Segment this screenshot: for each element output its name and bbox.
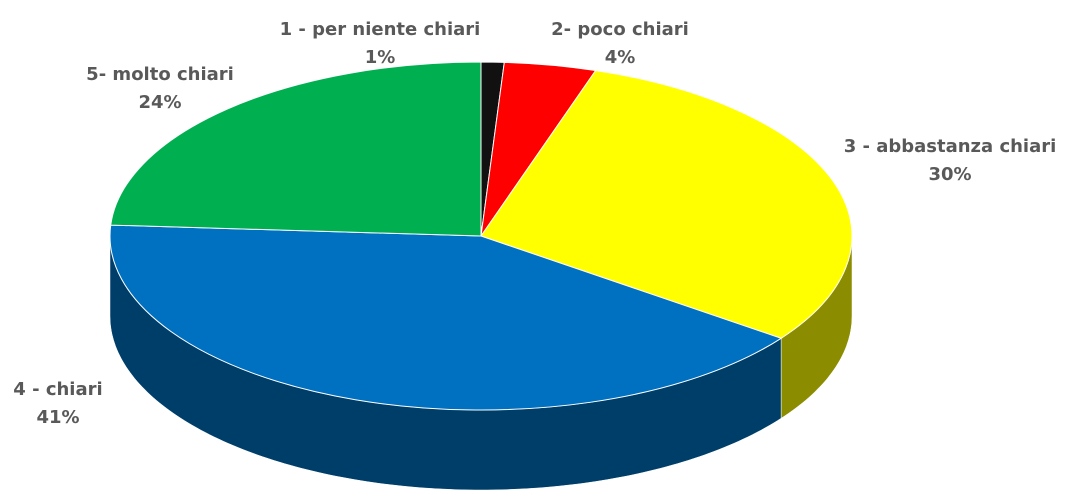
pie-slice: [480, 69, 853, 339]
slice-value-label: 1%: [365, 47, 396, 68]
pie-slice: [109, 224, 783, 411]
pie-slice: [110, 61, 482, 237]
slice-label: 3 - abbastanza chiari: [844, 136, 1057, 157]
slice-value-label: 4%: [605, 47, 636, 68]
slice-label: 2- poco chiari: [551, 19, 689, 40]
slice-label: 4 - chiari: [13, 379, 102, 400]
slice-value-label: 30%: [928, 164, 971, 185]
slice-value-label: 41%: [36, 407, 79, 428]
slice-label: 5- molto chiari: [86, 64, 234, 85]
slice-label: 1 - per niente chiari: [280, 19, 481, 40]
slice-value-label: 24%: [138, 92, 181, 113]
